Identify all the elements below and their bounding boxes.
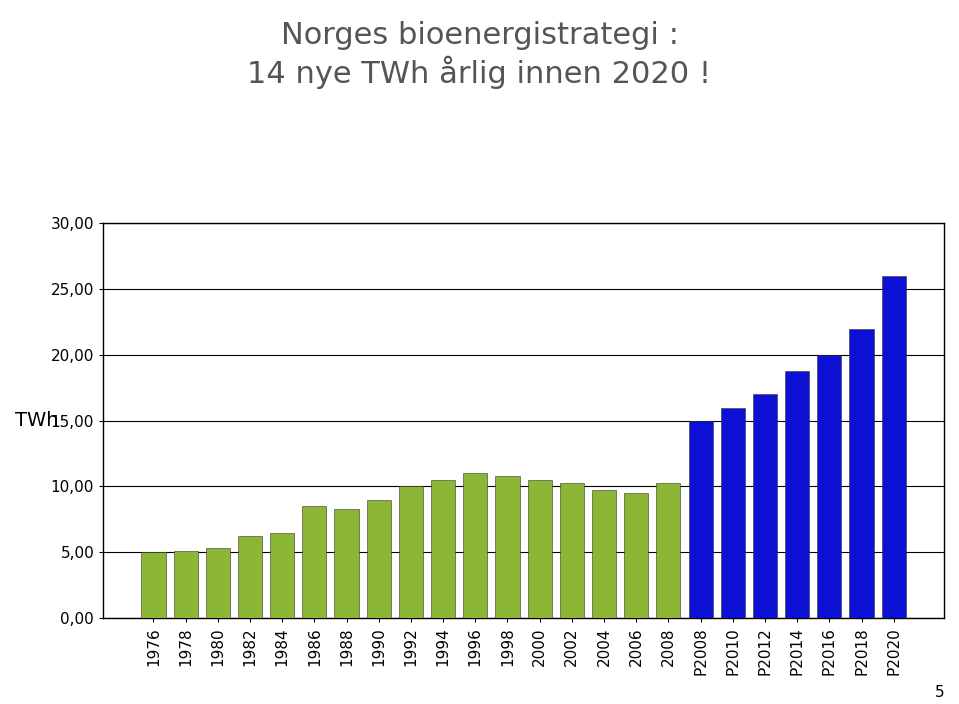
Bar (270, 532, 294, 618)
Bar (238, 536, 262, 618)
Text: 5: 5 (935, 686, 945, 700)
Bar (174, 551, 198, 618)
Bar (656, 482, 681, 618)
Bar (785, 371, 809, 618)
Bar (366, 500, 391, 618)
Bar (399, 486, 423, 618)
Bar (335, 509, 359, 618)
Bar (850, 329, 874, 618)
Text: Norges bioenergistrategi :
14 nye TWh årlig innen 2020 !: Norges bioenergistrategi : 14 nye TWh år… (247, 21, 712, 89)
Bar (527, 480, 551, 618)
Bar (721, 408, 745, 618)
Y-axis label: TWh: TWh (15, 411, 58, 430)
Bar (302, 506, 326, 618)
Bar (881, 276, 906, 618)
Bar (431, 480, 456, 618)
Bar (592, 491, 616, 618)
Bar (689, 421, 713, 618)
Bar (496, 476, 520, 618)
Bar (753, 394, 777, 618)
Bar (141, 552, 166, 618)
Bar (624, 493, 648, 618)
Bar (560, 482, 584, 618)
Bar (206, 548, 230, 618)
Bar (817, 355, 841, 618)
Bar (463, 473, 487, 618)
